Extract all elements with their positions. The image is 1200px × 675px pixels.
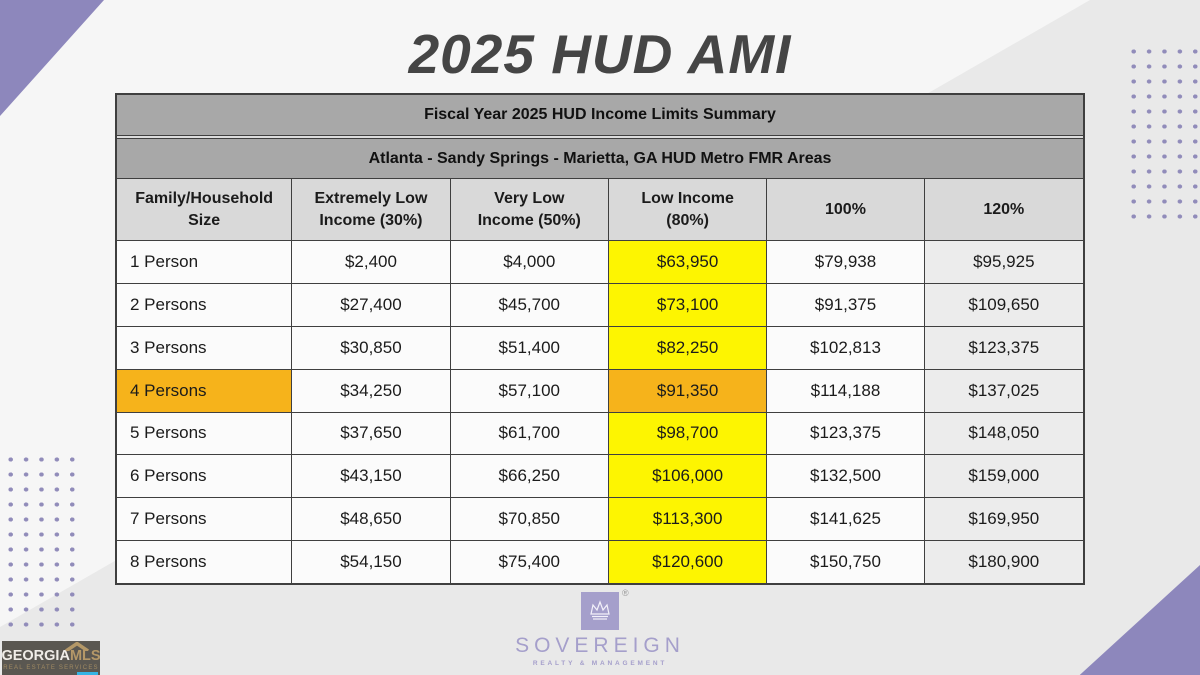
table-row: 6 Persons $43,150 $66,250 $106,000 $132,… [117, 454, 1083, 498]
col-header-100-percent: 100% [767, 179, 925, 240]
extremely-low-income-cell: $43,150 [292, 455, 451, 498]
page-title: 2025 HUD AMI [408, 23, 792, 85]
table-title-band: Fiscal Year 2025 HUD Income Limits Summa… [117, 95, 1083, 135]
extremely-low-income-cell: $34,250 [292, 369, 451, 412]
income-120-cell: $159,000 [924, 455, 1083, 498]
low-income-cell: $106,000 [608, 455, 768, 498]
household-size-cell: 8 Persons [117, 541, 293, 583]
georgia-text: GEORGIA [2, 647, 70, 664]
income-100-cell: $102,813 [767, 326, 925, 369]
low-income-cell: $120,600 [608, 541, 768, 583]
household-size-cell: 4 Persons [117, 369, 293, 412]
blue-accent-bar [77, 672, 98, 675]
mls-text: MLS [69, 647, 100, 664]
georgia-mls-wordmark: GEORGIAMLS [2, 649, 100, 664]
table-row: 1 Person $2,400 $4,000 $63,950 $79,938 $… [117, 240, 1083, 283]
dot-grid-right [1126, 44, 1200, 224]
table-column-headers: Family/Household Size Extremely Low Inco… [117, 179, 1083, 240]
very-low-income-cell: $75,400 [450, 541, 609, 583]
income-100-cell: $150,750 [767, 541, 925, 583]
low-income-cell: $98,700 [608, 412, 768, 455]
very-low-income-cell: $70,850 [450, 498, 609, 541]
household-size-cell: 7 Persons [117, 498, 293, 541]
table-row: 8 Persons $54,150 $75,400 $120,600 $150,… [117, 540, 1083, 583]
low-income-cell: $82,250 [608, 326, 768, 369]
dot-grid-left [3, 452, 81, 632]
extremely-low-income-cell: $27,400 [292, 283, 451, 326]
low-income-cell: $73,100 [608, 283, 768, 326]
table-row: 4 Persons $34,250 $57,100 $91,350 $114,1… [117, 368, 1083, 412]
very-low-income-cell: $51,400 [450, 326, 609, 369]
registered-trademark-symbol: ® [622, 588, 629, 598]
income-120-cell: $180,900 [924, 541, 1083, 583]
very-low-income-cell: $4,000 [450, 241, 609, 283]
very-low-income-cell: $45,700 [450, 283, 609, 326]
col-header-120-percent: 120% [983, 200, 1025, 218]
col-header-very-low: Very Low Income (50%) [451, 179, 609, 240]
col-header-low-income: Low Income (80%) [609, 179, 768, 240]
income-100-cell: $79,938 [767, 241, 925, 283]
very-low-income-cell: $61,700 [450, 412, 609, 455]
sovereign-wordmark: SOVEREIGN [515, 634, 685, 657]
table-row: 2 Persons $27,400 $45,700 $73,100 $91,37… [117, 282, 1083, 326]
income-120-cell: $137,025 [924, 369, 1083, 412]
income-100-cell: $114,188 [767, 369, 925, 412]
extremely-low-income-cell: $37,650 [292, 412, 451, 455]
low-income-cell: $63,950 [608, 241, 768, 283]
income-100-cell: $123,375 [767, 412, 925, 455]
very-low-income-cell: $57,100 [450, 369, 609, 412]
extremely-low-income-cell: $48,650 [292, 498, 451, 541]
sovereign-logo: ® SOVEREIGN REALTY & MANAGEMENT [450, 588, 750, 667]
table-body: 1 Person $2,400 $4,000 $63,950 $79,938 $… [117, 240, 1083, 583]
household-size-cell: 5 Persons [117, 412, 293, 455]
purple-triangle-bottom-right [1079, 565, 1200, 675]
georgia-mls-tagline: REAL ESTATE SERVICES [3, 665, 99, 672]
extremely-low-income-cell: $30,850 [292, 326, 451, 369]
table-region-band: Atlanta - Sandy Springs - Marietta, GA H… [117, 139, 1083, 179]
very-low-income-cell: $66,250 [450, 455, 609, 498]
household-size-cell: 2 Persons [117, 283, 293, 326]
income-120-cell: $148,050 [924, 412, 1083, 455]
household-size-cell: 3 Persons [117, 326, 293, 369]
income-120-cell: $123,375 [924, 326, 1083, 369]
income-100-cell: $132,500 [767, 455, 925, 498]
household-size-cell: 6 Persons [117, 455, 293, 498]
income-120-cell: $109,650 [924, 283, 1083, 326]
income-100-cell: $91,375 [767, 283, 925, 326]
roof-icon [65, 642, 89, 651]
low-income-cell: $91,350 [608, 369, 768, 412]
table-row: 7 Persons $48,650 $70,850 $113,300 $141,… [117, 497, 1083, 541]
sovereign-crown-badge: ® [581, 588, 629, 630]
income-limits-table: Fiscal Year 2025 HUD Income Limits Summa… [115, 93, 1085, 585]
crown-icon [590, 600, 610, 620]
extremely-low-income-cell: $54,150 [292, 541, 451, 583]
col-header-family-size: Family/Household Size [117, 179, 293, 240]
table-row: 3 Persons $30,850 $51,400 $82,250 $102,8… [117, 325, 1083, 369]
household-size-cell: 1 Person [117, 241, 293, 283]
table-row: 5 Persons $37,650 $61,700 $98,700 $123,3… [117, 411, 1083, 455]
band-divider [117, 135, 1083, 139]
income-120-cell: $95,925 [924, 241, 1083, 283]
sovereign-tagline: REALTY & MANAGEMENT [532, 660, 668, 667]
income-100-cell: $141,625 [767, 498, 925, 541]
extremely-low-income-cell: $2,400 [292, 241, 451, 283]
income-120-cell: $169,950 [924, 498, 1083, 541]
col-header-extremely-low: Extremely Low Income (30%) [292, 179, 451, 240]
georgia-mls-logo: GEORGIAMLS REAL ESTATE SERVICES [2, 641, 100, 675]
low-income-cell: $113,300 [608, 498, 768, 541]
